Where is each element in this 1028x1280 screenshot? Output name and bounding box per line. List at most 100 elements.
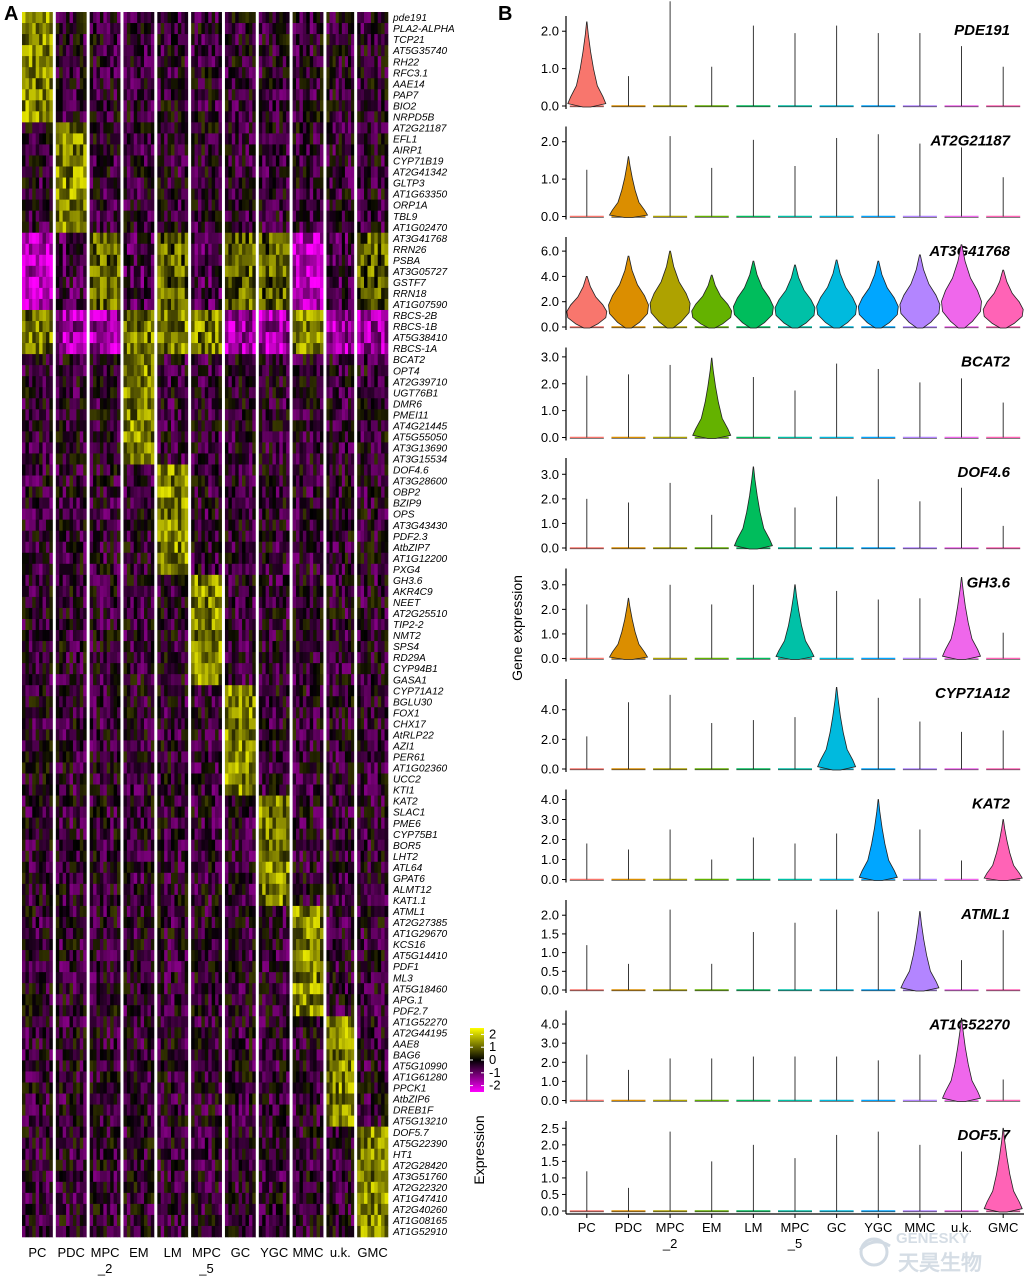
ytick-at1g52270-3-0: 3.0 <box>541 1036 559 1051</box>
ytick-atml1-2-0: 2.0 <box>541 908 559 923</box>
heatmap-block-gmc <box>357 12 389 1238</box>
legend-tick-1: -1 <box>489 1065 501 1080</box>
gene-label-bor5: BOR5 <box>393 841 421 852</box>
ytick-bcat2-3-0: 3.0 <box>541 349 559 364</box>
violin-xtick-gc: GC <box>827 1220 847 1235</box>
gene-label-at1g02360: AT1G02360 <box>392 764 448 775</box>
violin-panel-atml1: 0.0 0.5 1.0 1.5 2.0 ATML1 <box>541 900 1021 998</box>
ytick-cyp71a12-0-0: 0.0 <box>541 762 559 777</box>
gene-label-apg-1: APG.1 <box>392 995 423 1006</box>
violin-at1g52270-mpc-2 <box>653 1058 688 1102</box>
ytick-at1g52270-4-0: 4.0 <box>541 1017 559 1032</box>
violin-atml1-pdc <box>611 963 646 992</box>
violin-cyp71a12-u-k <box>944 731 979 771</box>
violin-dof5-7-mmc <box>902 1144 937 1213</box>
violin-xtick-mmc: MMC <box>904 1220 935 1235</box>
gene-label-at1g61280: AT1G61280 <box>392 1073 448 1084</box>
violin-kat2-lm <box>736 837 771 881</box>
violin-kat2-u-k <box>944 860 979 881</box>
gene-label-neet: NEET <box>393 598 421 609</box>
gene-label-airp1: AIRP1 <box>392 146 422 157</box>
violin-dof4-6-gc <box>819 496 854 550</box>
violin-xtick-u-k: u.k. <box>951 1220 972 1235</box>
violin-cyp71a12-lm <box>736 720 771 771</box>
ytick-pde191-1-0: 1.0 <box>541 61 559 76</box>
ytick-kat2-1-0: 1.0 <box>541 852 559 867</box>
ytick-kat2-3-0: 3.0 <box>541 812 559 827</box>
violin-at2g21187-em <box>694 167 729 218</box>
violin-at2g21187-pdc <box>608 156 649 218</box>
gene-label-at1g47410: AT1G47410 <box>392 1194 448 1205</box>
ytick-at3g41768-6-0: 6.0 <box>541 244 559 259</box>
violin-dof4-6-u-k <box>944 487 979 550</box>
gene-label-at2g27385: AT2G27385 <box>392 918 448 929</box>
violin-at3g41768-pc <box>566 276 608 329</box>
ytick-dof4-6-1-0: 1.0 <box>541 516 559 531</box>
violin-panel-at2g21187: 0.0 1.0 2.0 AT2G21187 <box>541 126 1021 224</box>
ytick-bcat2-1-0: 1.0 <box>541 403 559 418</box>
legend-tick-1: 1 <box>489 1039 496 1054</box>
violin-at3g41768-mmc <box>899 254 941 329</box>
cluster-label-mpc-2: MPC <box>91 1245 120 1260</box>
gene-label-rh22: RH22 <box>393 57 419 68</box>
violin-bcat2-lm <box>736 377 771 439</box>
violin-panel-dof5-7: 0.0 0.5 1.01.5 2.02.5 DOF5.7 <box>541 1121 1024 1219</box>
gene-label-nrpd5b: NRPD5B <box>393 112 435 123</box>
ytick-dof4-6-0-0: 0.0 <box>541 541 559 556</box>
genesky-watermark: GENESKY 天昊生物 <box>858 1230 982 1275</box>
heatmap-block-gc <box>224 12 257 1238</box>
ytick-bcat2-0-0: 0.0 <box>541 430 559 445</box>
ytick-gh3-6-3-0: 3.0 <box>541 577 559 592</box>
gene-label-rfc3-1: RFC3.1 <box>393 68 428 79</box>
violin-at1g52270-em <box>694 1058 729 1102</box>
violin-dof5-7-lm <box>736 1144 771 1213</box>
violin-xtick-mpc-2-suffix: _2 <box>662 1236 677 1251</box>
violin-dof4-6-ygc <box>861 479 896 550</box>
violin-xtick-pdc: PDC <box>615 1220 642 1235</box>
gene-label-dmr6: DMR6 <box>393 399 422 410</box>
violin-bcat2-mpc-5 <box>778 390 812 439</box>
gene-label-atbzip6: AtbZIP6 <box>392 1095 430 1106</box>
violin-at2g21187-mpc-2 <box>653 136 688 218</box>
ytick-pde191-0-0: 0.0 <box>541 99 559 114</box>
gene-label-aae8: AAE8 <box>392 1039 419 1050</box>
gene-label-gstf7: GSTF7 <box>393 278 426 289</box>
violin-title-at2g21187: AT2G21187 <box>930 133 1011 150</box>
violin-at1g52270-pdc <box>611 1069 646 1102</box>
cluster-label-mpc-5-suffix: _5 <box>198 1261 213 1276</box>
violin-kat2-pdc <box>611 849 646 881</box>
violin-at1g52270-u-k <box>941 1017 982 1102</box>
gene-label-at1g02470: AT1G02470 <box>392 223 448 234</box>
violin-gh3-6-mmc <box>902 598 937 660</box>
violin-bcat2-em <box>692 357 732 439</box>
violin-atml1-u-k <box>944 960 979 992</box>
ytick-dof4-6-2-0: 2.0 <box>541 491 559 506</box>
heatmap-block-mpc-5 <box>191 12 223 1238</box>
violin-gh3-6-mpc-2 <box>653 584 688 660</box>
expression-color-bar <box>470 1028 484 1092</box>
violin-at3g41768-ygc <box>857 260 899 329</box>
violin-dof5-7-gmc <box>983 1127 1023 1213</box>
heatmap-gene-labels: pde191PLA2-ALPHATCP21AT5G35740RH22RFC3.1… <box>392 13 455 1238</box>
panel-a-label: A <box>4 3 18 25</box>
violin-bcat2-gmc <box>986 402 1021 439</box>
heatmap-panel <box>22 12 389 1238</box>
violin-dof5-7-u-k <box>944 1151 979 1213</box>
gene-label-dreb1f: DREB1F <box>393 1106 434 1117</box>
gene-label-atbzip7: AtbZIP7 <box>392 543 430 554</box>
gene-label-akr4c9: AKR4C9 <box>392 587 433 598</box>
violin-bcat2-pdc <box>611 374 646 439</box>
gene-label-at2g44195: AT2G44195 <box>392 1028 448 1039</box>
gene-label-at5g55050: AT5G55050 <box>392 432 448 443</box>
violin-pde191-pdc <box>611 76 646 108</box>
cluster-label-pc: PC <box>28 1245 46 1260</box>
gene-label-azi1: AZI1 <box>392 742 415 753</box>
violin-pde191-mpc-5 <box>778 33 812 108</box>
ytick-at3g41768-4-0: 4.0 <box>541 269 559 284</box>
violin-atml1-gmc <box>986 930 1021 992</box>
ytick-cyp71a12-4-0: 4.0 <box>541 702 559 717</box>
violin-panel-kat2: 0.0 1.0 2.0 3.0 4.0 KAT2 <box>541 789 1023 887</box>
gene-label-at5g22390: AT5G22390 <box>392 1139 448 1150</box>
violin-at1g52270-ygc <box>861 1060 896 1102</box>
gene-label-pdf2-3: PDF2.3 <box>393 532 428 543</box>
